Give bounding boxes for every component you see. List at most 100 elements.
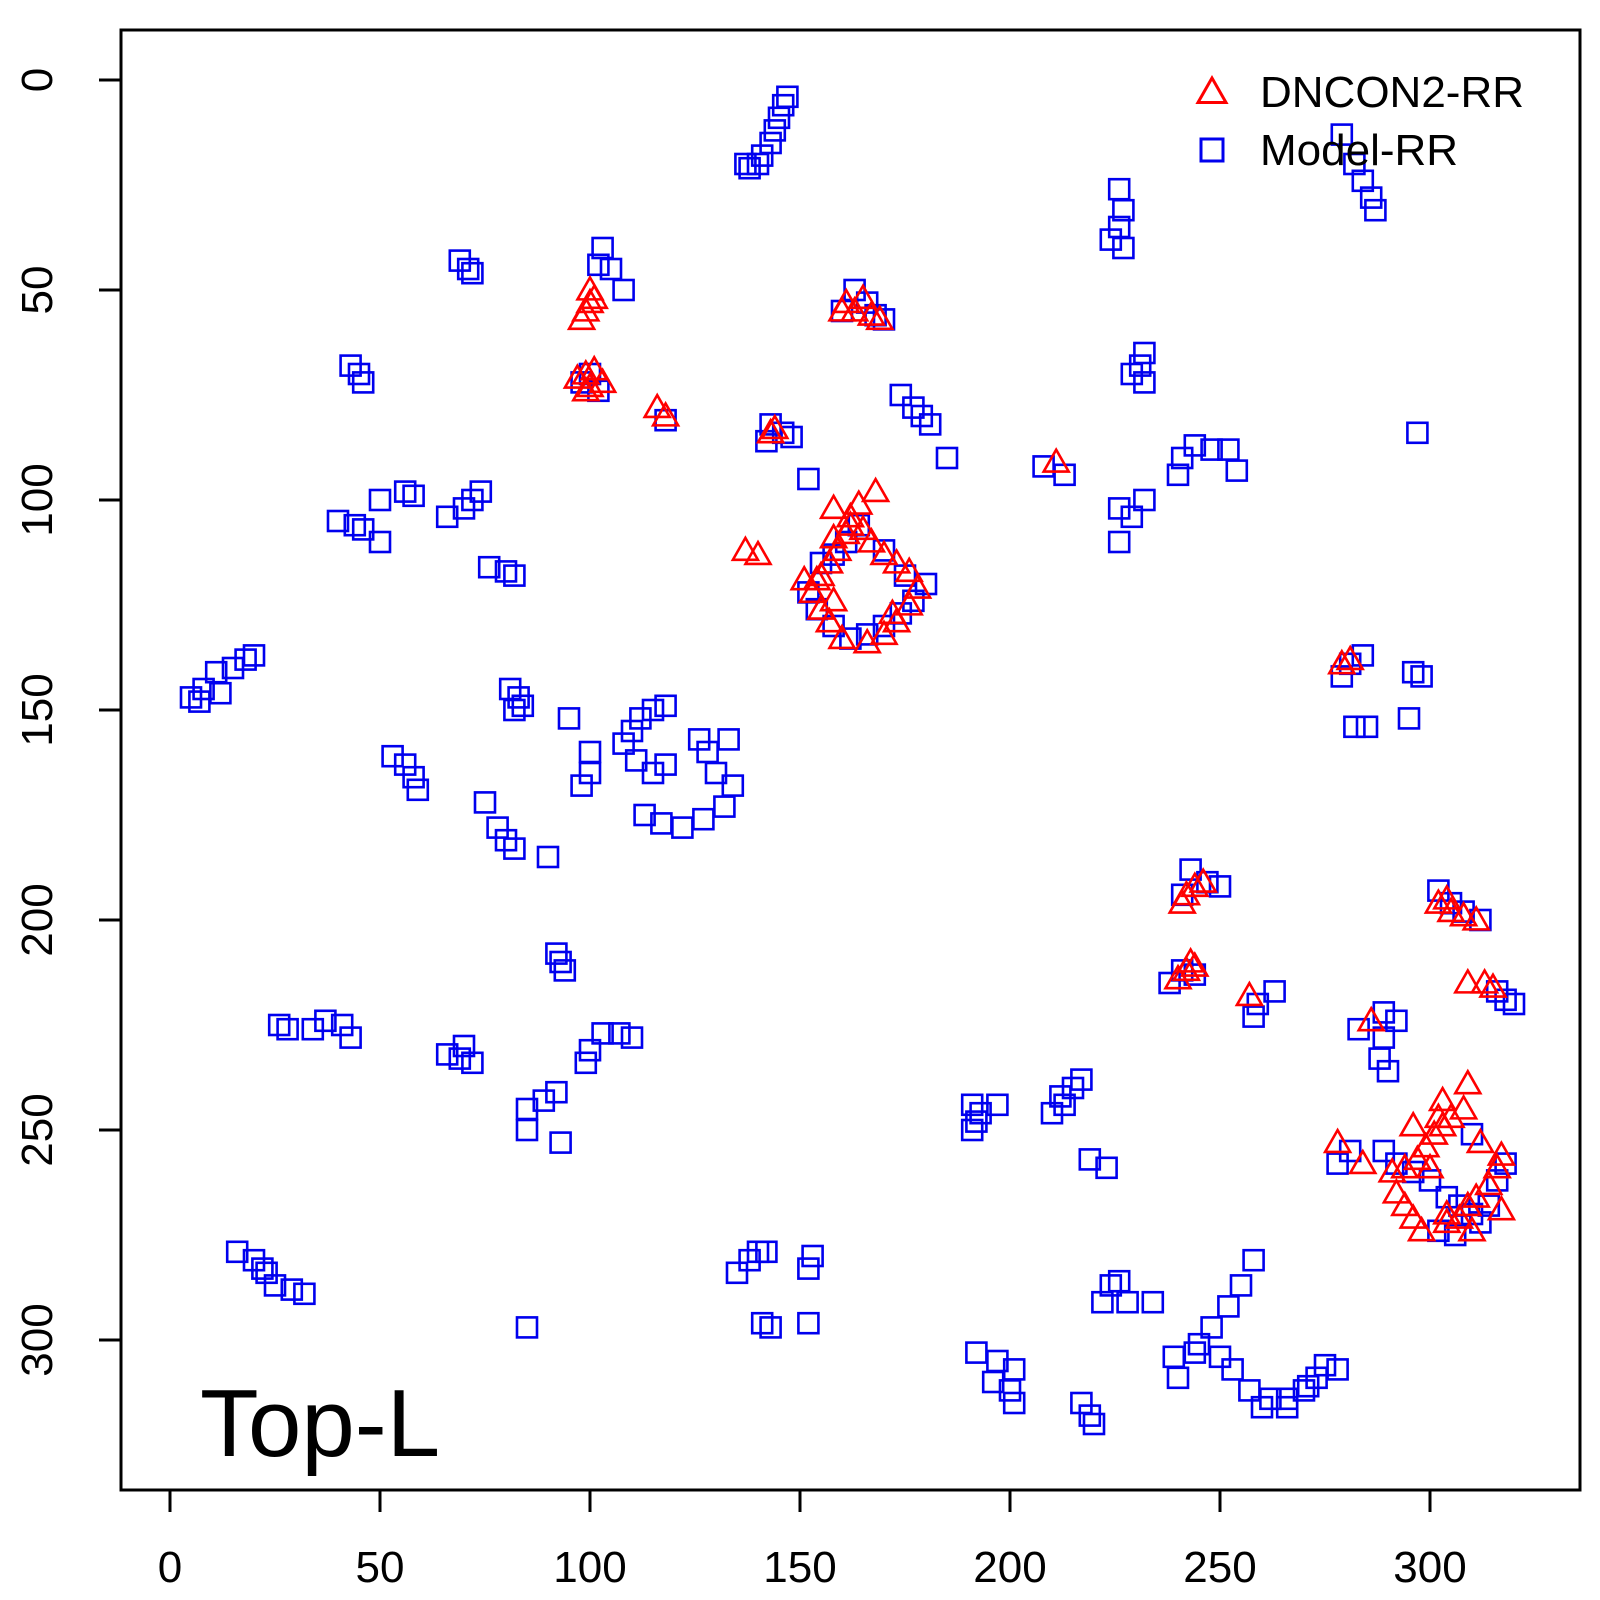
model-rr-point xyxy=(1330,123,1354,146)
dncon2-rr-point xyxy=(1448,1093,1479,1120)
dncon2-rr-point xyxy=(797,577,828,604)
x-tick-label-100: 100 xyxy=(553,1543,626,1592)
y-tick-label-100: 100 xyxy=(13,463,62,536)
model-rr-point xyxy=(545,1080,568,1104)
model-rr-point xyxy=(1275,1387,1299,1411)
dncon2-rr-point xyxy=(1486,1140,1517,1166)
model-rr-point xyxy=(654,694,677,718)
model-rr-point xyxy=(255,1261,278,1285)
dncon2-rr-point xyxy=(1390,1190,1420,1217)
dncon2-rr-point xyxy=(1486,1194,1517,1221)
model-rr-point xyxy=(280,1278,304,1301)
model-rr-point xyxy=(486,816,509,839)
model-rr-point xyxy=(1351,644,1375,667)
x-tick-label-300: 300 xyxy=(1393,1543,1466,1592)
dncon2-rr-point xyxy=(1234,980,1265,1007)
model-rr-point xyxy=(1418,1169,1442,1192)
x-tick-label-50: 50 xyxy=(356,1543,405,1592)
dncon2-rr-point xyxy=(1381,1177,1412,1204)
model-rr-point xyxy=(545,942,568,965)
dncon2-rr-point xyxy=(1180,951,1210,977)
model-rr-point xyxy=(738,1248,761,1272)
model-rr-point xyxy=(797,1257,820,1280)
series-dncon2-rr xyxy=(562,274,1517,1242)
dncon2-rr-point xyxy=(814,606,845,633)
dncon2-rr-point xyxy=(1419,1119,1449,1145)
model-rr-point xyxy=(771,93,795,117)
dncon2-rr-point xyxy=(1327,648,1357,675)
model-rr-point xyxy=(1296,1374,1320,1398)
model-rr-point xyxy=(1053,1093,1076,1117)
model-rr-point xyxy=(276,1017,299,1041)
model-rr-point xyxy=(343,513,367,537)
model-rr-point xyxy=(477,555,501,579)
model-rr-point xyxy=(494,828,518,852)
series-layer xyxy=(179,85,1526,1436)
legend-label-model-rr: Model-RR xyxy=(1260,126,1458,175)
model-rr-point xyxy=(1095,1156,1118,1180)
model-rr-point xyxy=(263,1274,287,1297)
dncon2-rr-point xyxy=(1453,1190,1483,1217)
model-rr-point xyxy=(1242,1248,1265,1272)
model-rr-point xyxy=(746,1240,770,1264)
model-rr-point xyxy=(1435,1185,1459,1209)
model-rr-point xyxy=(1368,1047,1391,1070)
model-rr-point xyxy=(620,1026,644,1049)
dncon2-rr-point xyxy=(894,589,924,616)
dncon2-rr-point xyxy=(1474,1169,1504,1196)
dncon2-rr-point xyxy=(860,476,891,503)
model-rr-point xyxy=(393,480,417,503)
model-rr-point xyxy=(1355,715,1379,739)
model-rr-point xyxy=(1485,1169,1509,1192)
dncon2-rr-point xyxy=(806,594,836,620)
y-tick-label-300: 300 xyxy=(13,1303,62,1376)
model-rr-point xyxy=(578,761,602,785)
dncon2-rr-point xyxy=(1398,1110,1428,1137)
model-rr-point xyxy=(587,253,610,277)
legend: DNCON2-RR Model-RR xyxy=(1195,68,1524,175)
dncon2-rr-point xyxy=(881,547,912,574)
model-rr-point xyxy=(557,707,581,730)
model-rr-point xyxy=(692,807,715,831)
dncon2-rr-point xyxy=(1478,972,1508,998)
model-rr-point xyxy=(1250,1395,1274,1419)
model-rr-point xyxy=(515,1316,539,1339)
model-rr-point xyxy=(1343,152,1366,176)
dncon2-rr-point xyxy=(755,417,786,444)
model-rr-point xyxy=(1107,530,1131,554)
model-rr-point xyxy=(1351,169,1375,193)
model-rr-point xyxy=(179,686,203,709)
model-rr-point xyxy=(339,1026,362,1049)
dncon2-rr-point xyxy=(566,304,597,331)
dncon2-rr-point xyxy=(1041,447,1071,473)
dncon2-rr-point xyxy=(1335,644,1365,671)
model-rr-point xyxy=(902,396,925,419)
model-rr-point xyxy=(965,1341,988,1364)
model-rr-point xyxy=(1133,341,1156,365)
model-rr-point xyxy=(515,1118,539,1142)
model-rr-point xyxy=(351,371,375,394)
dncon2-rr-point xyxy=(1423,1102,1454,1129)
model-rr-point xyxy=(456,257,480,281)
model-rr-point xyxy=(242,1248,266,1272)
model-rr-point xyxy=(1070,1068,1093,1091)
model-rr-point xyxy=(1120,362,1144,386)
model-rr-point xyxy=(763,119,787,142)
model-rr-point xyxy=(1141,1290,1165,1314)
model-rr-point xyxy=(704,761,728,785)
model-rr-point xyxy=(1099,1274,1123,1297)
dncon2-rr-point xyxy=(1348,1148,1378,1175)
model-rr-point xyxy=(242,644,266,667)
model-rr-point xyxy=(1082,1412,1106,1436)
model-rr-point xyxy=(738,156,761,180)
model-rr-point xyxy=(650,812,673,835)
model-rr-point xyxy=(1238,1379,1261,1402)
model-rr-point xyxy=(629,707,652,730)
model-rr-point xyxy=(339,354,362,377)
model-rr-point xyxy=(1200,438,1223,461)
model-rr-point xyxy=(1112,198,1135,222)
model-rr-point xyxy=(981,1370,1005,1394)
model-rr-point xyxy=(435,1043,459,1066)
model-rr-point xyxy=(633,803,656,827)
